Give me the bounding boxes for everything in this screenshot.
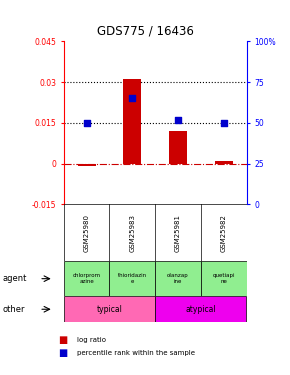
Text: GSM25982: GSM25982: [221, 214, 227, 252]
Text: other: other: [3, 305, 26, 314]
Text: GDS775 / 16436: GDS775 / 16436: [97, 24, 193, 38]
Text: ■: ■: [58, 348, 67, 358]
Bar: [77, 164, 96, 166]
Bar: [155, 261, 201, 296]
Text: GSM25980: GSM25980: [84, 214, 90, 252]
Text: typical: typical: [97, 305, 122, 314]
Bar: [64, 296, 155, 322]
Text: GSM25981: GSM25981: [175, 214, 181, 252]
Text: log ratio: log ratio: [77, 337, 106, 343]
Text: thioridazin
e: thioridazin e: [118, 273, 147, 284]
Text: olanzap
ine: olanzap ine: [167, 273, 189, 284]
Text: GSM25983: GSM25983: [129, 214, 135, 252]
Bar: [201, 261, 246, 296]
Text: agent: agent: [3, 274, 27, 283]
Point: [130, 95, 135, 101]
Text: quetiapi
ne: quetiapi ne: [212, 273, 235, 284]
Bar: [169, 131, 187, 164]
Text: ■: ■: [58, 335, 67, 345]
Text: percentile rank within the sample: percentile rank within the sample: [77, 350, 195, 356]
Bar: [155, 296, 246, 322]
Text: atypical: atypical: [186, 305, 216, 314]
Bar: [215, 161, 233, 164]
Bar: [64, 261, 110, 296]
Bar: [110, 261, 155, 296]
Point: [221, 120, 226, 126]
Point: [176, 117, 180, 123]
Point: [84, 120, 89, 126]
Text: chlorprom
azine: chlorprom azine: [72, 273, 101, 284]
Bar: [123, 79, 142, 164]
